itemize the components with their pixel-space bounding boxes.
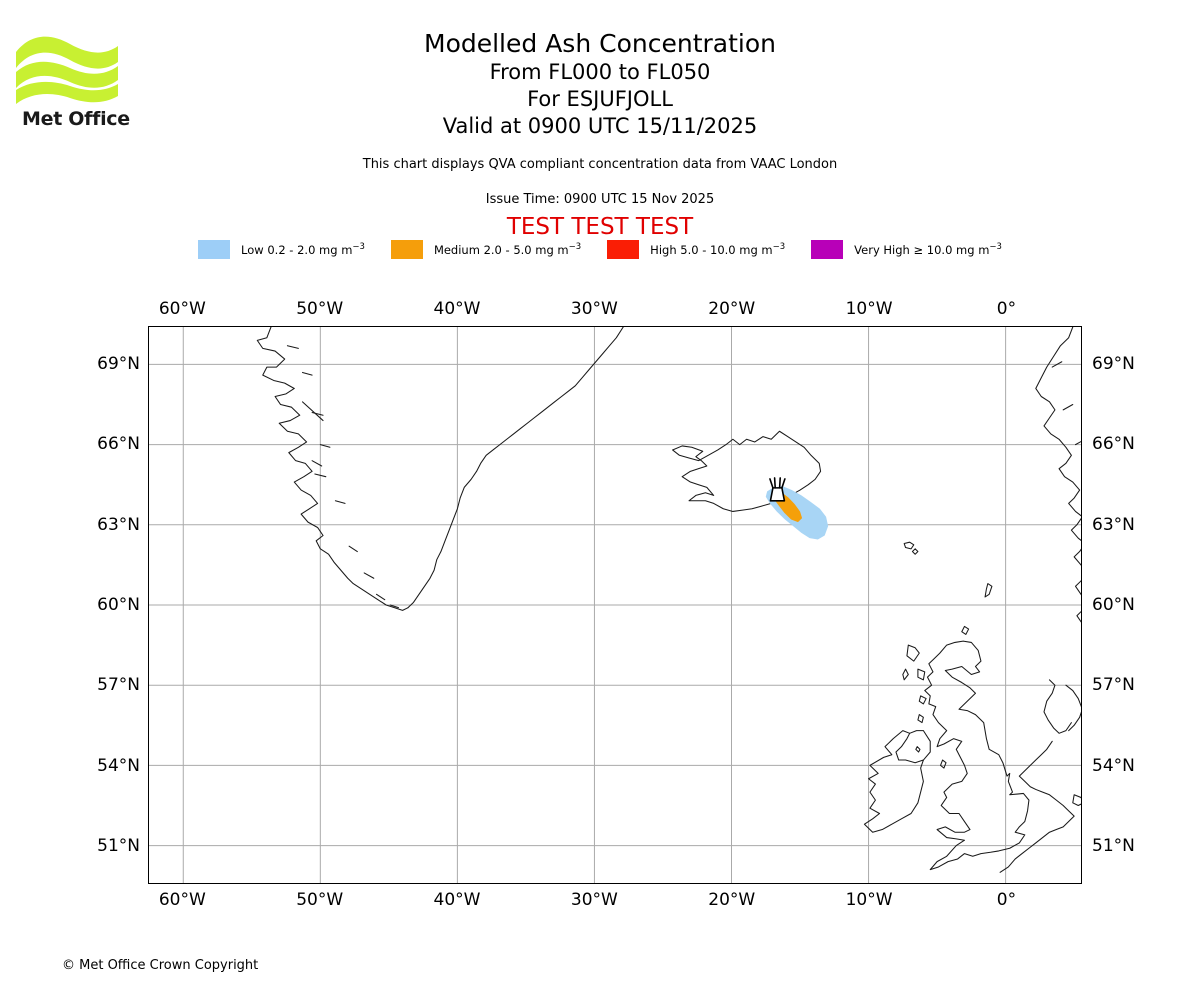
lat-label-left: 66°N bbox=[97, 434, 140, 455]
lon-label-bottom: 40°W bbox=[433, 890, 481, 910]
legend-swatch bbox=[607, 240, 640, 259]
title-line-4: Valid at 0900 UTC 15/11/2025 bbox=[442, 114, 758, 138]
lat-label-left: 60°N bbox=[97, 595, 140, 615]
met-office-logo-text: Met Office bbox=[22, 108, 130, 130]
legend-item-low: Low 0.2 - 2.0 mg m−3 bbox=[198, 240, 365, 259]
legend-label: Very High ≥ 10.0 mg m−3 bbox=[854, 242, 1002, 257]
lon-label-top: 10°W bbox=[845, 299, 893, 319]
lon-label-bottom: 60°W bbox=[158, 890, 206, 910]
lon-label-bottom: 50°W bbox=[296, 890, 344, 910]
issue-time: Issue Time: 0900 UTC 15 Nov 2025 bbox=[485, 192, 715, 207]
lat-label-left: 54°N bbox=[97, 755, 140, 776]
lon-label-top: 0° bbox=[996, 299, 1017, 319]
lat-label-right: 57°N bbox=[1092, 675, 1135, 696]
legend-item-high: High 5.0 - 10.0 mg m−3 bbox=[607, 240, 785, 259]
map-frame bbox=[148, 326, 1082, 884]
title-line-2: From FL000 to FL050 bbox=[489, 60, 711, 84]
title-line-1: Modelled Ash Concentration bbox=[424, 29, 776, 58]
lat-label-right: 69°N bbox=[1092, 353, 1135, 374]
lat-label-right: 63°N bbox=[1092, 514, 1135, 535]
legend-item-very: Very High ≥ 10.0 mg m−3 bbox=[811, 240, 1002, 259]
legend-swatch bbox=[390, 240, 423, 259]
lat-label-left: 51°N bbox=[97, 836, 140, 857]
lon-label-bottom: 20°W bbox=[708, 890, 756, 910]
volcano-marker bbox=[769, 477, 786, 502]
lon-label-bottom: 30°W bbox=[570, 890, 618, 910]
lon-label-top: 60°W bbox=[158, 299, 206, 319]
chart-note: This chart displays QVA compliant concen… bbox=[362, 157, 838, 172]
legend-label: Medium 2.0 - 5.0 mg m−3 bbox=[433, 242, 582, 257]
lon-label-bottom: 10°W bbox=[845, 890, 893, 910]
lon-label-bottom: 0° bbox=[996, 890, 1017, 910]
lat-label-right: 54°N bbox=[1092, 755, 1135, 776]
met-office-logo: Met Office bbox=[14, 22, 134, 130]
coastlines bbox=[256, 327, 1081, 873]
lat-label-left: 63°N bbox=[97, 514, 140, 535]
lat-label-left: 57°N bbox=[97, 675, 140, 696]
title-line-3: For ESJUFJOLL bbox=[527, 87, 673, 111]
legend-swatch bbox=[198, 240, 231, 259]
lat-label-right: 66°N bbox=[1092, 434, 1135, 455]
chart-title-block: Modelled Ash Concentration From FL000 to… bbox=[0, 28, 1200, 140]
legend-item-medium: Medium 2.0 - 5.0 mg m−3 bbox=[390, 240, 582, 259]
map-canvas bbox=[149, 327, 1081, 883]
map-gridlines bbox=[149, 327, 1081, 883]
legend-swatch bbox=[811, 240, 844, 259]
copyright-footer: © Met Office Crown Copyright bbox=[62, 958, 259, 973]
lat-label-right: 60°N bbox=[1092, 595, 1135, 615]
volcano-symbol-icon bbox=[769, 477, 786, 502]
lon-label-top: 40°W bbox=[433, 299, 481, 319]
concentration-legend: Low 0.2 - 2.0 mg m−3 Medium 2.0 - 5.0 mg … bbox=[0, 240, 1200, 259]
lon-label-top: 50°W bbox=[296, 299, 344, 319]
lat-label-left: 69°N bbox=[97, 353, 140, 374]
lon-label-top: 20°W bbox=[708, 299, 756, 319]
lat-label-right: 51°N bbox=[1092, 836, 1135, 857]
test-banner: TEST TEST TEST bbox=[506, 214, 694, 240]
legend-label: High 5.0 - 10.0 mg m−3 bbox=[650, 242, 786, 257]
legend-label: Low 0.2 - 2.0 mg m−3 bbox=[241, 242, 365, 257]
lon-label-top: 30°W bbox=[570, 299, 618, 319]
